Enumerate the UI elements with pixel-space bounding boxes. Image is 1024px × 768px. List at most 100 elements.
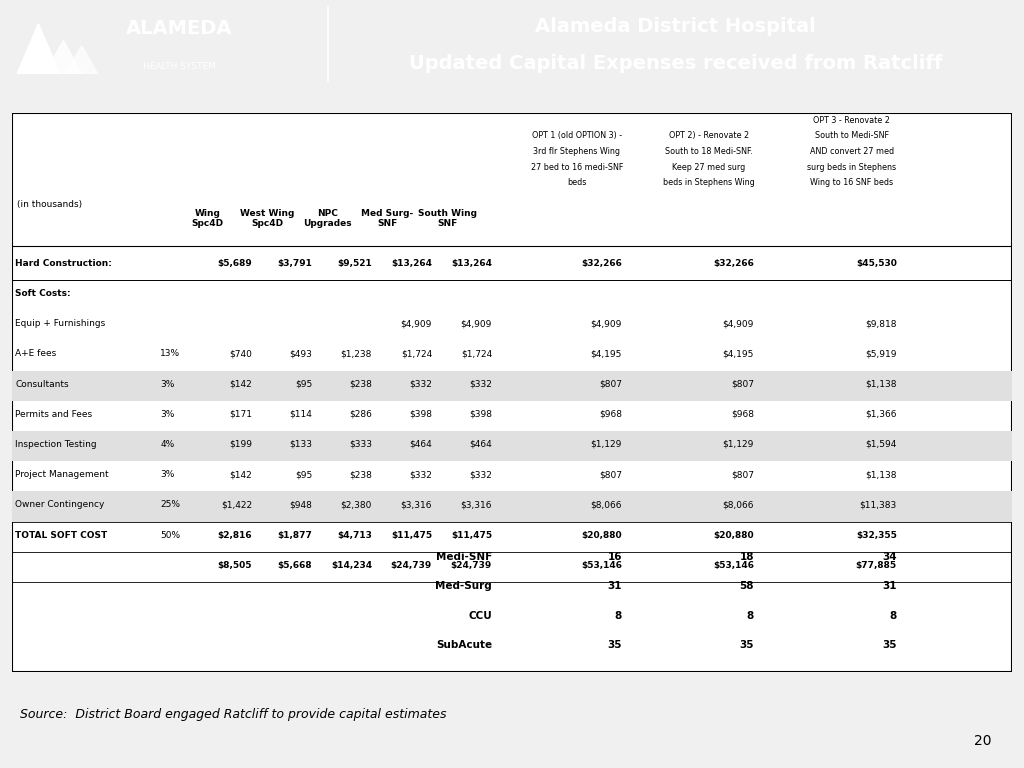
Text: $238: $238 — [349, 470, 372, 479]
Text: $95: $95 — [295, 379, 312, 389]
Text: $332: $332 — [410, 379, 432, 389]
Text: 3%: 3% — [160, 379, 174, 389]
Text: (in thousands): (in thousands) — [17, 200, 82, 209]
Text: $11,383: $11,383 — [859, 500, 897, 509]
Text: Hard Construction:: Hard Construction: — [15, 259, 113, 268]
Text: 27 bed to 16 medi-SNF: 27 bed to 16 medi-SNF — [530, 163, 624, 172]
Text: South to Medi-SNF: South to Medi-SNF — [815, 131, 889, 141]
Text: $4,909: $4,909 — [461, 319, 492, 328]
Text: $2,816: $2,816 — [217, 531, 252, 539]
Text: $948: $948 — [289, 500, 312, 509]
Text: AND convert 27 med: AND convert 27 med — [810, 147, 894, 156]
Text: $807: $807 — [731, 470, 754, 479]
Text: $1,129: $1,129 — [723, 440, 754, 449]
Text: 58: 58 — [739, 581, 754, 591]
Text: $238: $238 — [349, 379, 372, 389]
Text: $493: $493 — [289, 349, 312, 359]
Text: 8: 8 — [890, 611, 897, 621]
Text: Updated Capital Expenses received from Ratcliff: Updated Capital Expenses received from R… — [410, 54, 942, 73]
Text: $332: $332 — [410, 470, 432, 479]
Text: 3%: 3% — [160, 470, 174, 479]
Text: $3,316: $3,316 — [400, 500, 432, 509]
Text: $398: $398 — [409, 410, 432, 419]
Text: $1,877: $1,877 — [278, 531, 312, 539]
Text: 31: 31 — [883, 581, 897, 591]
Text: Inspection Testing: Inspection Testing — [15, 440, 97, 449]
Text: $142: $142 — [229, 470, 252, 479]
Text: $13,264: $13,264 — [451, 259, 492, 268]
Text: $53,146: $53,146 — [581, 561, 622, 570]
Text: $142: $142 — [229, 379, 252, 389]
Text: Alameda District Hospital: Alameda District Hospital — [536, 17, 816, 36]
Text: Medi-SNF: Medi-SNF — [436, 552, 492, 562]
Text: $1,138: $1,138 — [865, 379, 897, 389]
Text: OPT 2) - Renovate 2: OPT 2) - Renovate 2 — [669, 131, 749, 141]
Text: $20,880: $20,880 — [714, 531, 754, 539]
Text: $5,919: $5,919 — [865, 349, 897, 359]
Text: $1,724: $1,724 — [400, 349, 432, 359]
Polygon shape — [66, 45, 97, 74]
Text: 4%: 4% — [160, 440, 174, 449]
Text: SubAcute: SubAcute — [436, 640, 492, 650]
Text: 50%: 50% — [160, 531, 180, 539]
Text: $398: $398 — [469, 410, 492, 419]
Text: 35: 35 — [739, 640, 754, 650]
Text: $77,885: $77,885 — [856, 561, 897, 570]
Text: Equip + Furnishings: Equip + Furnishings — [15, 319, 105, 328]
Text: $4,195: $4,195 — [723, 349, 754, 359]
Text: $9,521: $9,521 — [337, 259, 372, 268]
Text: $807: $807 — [599, 470, 622, 479]
Text: Source:  District Board engaged Ratcliff to provide capital estimates: Source: District Board engaged Ratcliff … — [20, 708, 447, 720]
Text: $332: $332 — [469, 379, 492, 389]
Text: $4,195: $4,195 — [591, 349, 622, 359]
Text: $14,234: $14,234 — [331, 561, 372, 570]
Text: Project Management: Project Management — [15, 470, 109, 479]
Text: OPT 1 (old OPTION 3) -: OPT 1 (old OPTION 3) - — [531, 131, 622, 141]
Text: $45,530: $45,530 — [856, 259, 897, 268]
Text: $1,366: $1,366 — [865, 410, 897, 419]
Text: 13%: 13% — [160, 349, 180, 359]
Bar — [12, 371, 1012, 401]
Text: $8,066: $8,066 — [722, 500, 754, 509]
Text: $199: $199 — [229, 440, 252, 449]
Text: Wing to 16 SNF beds: Wing to 16 SNF beds — [810, 178, 893, 187]
Text: 31: 31 — [607, 581, 622, 591]
Text: South to 18 Medi-SNF.: South to 18 Medi-SNF. — [665, 147, 753, 156]
Text: 8: 8 — [614, 611, 622, 621]
Text: 25%: 25% — [160, 500, 180, 509]
Text: Consultants: Consultants — [15, 379, 69, 389]
Text: $53,146: $53,146 — [713, 561, 754, 570]
Text: $32,266: $32,266 — [713, 259, 754, 268]
Text: $24,739: $24,739 — [451, 561, 492, 570]
Polygon shape — [17, 24, 59, 74]
Bar — [12, 492, 1012, 521]
Text: $32,266: $32,266 — [581, 259, 622, 268]
Text: $24,739: $24,739 — [391, 561, 432, 570]
Text: Owner Contingency: Owner Contingency — [15, 500, 104, 509]
Text: 18: 18 — [739, 552, 754, 562]
Text: $1,724: $1,724 — [461, 349, 492, 359]
Text: Med-Surg: Med-Surg — [435, 581, 492, 591]
Text: 8: 8 — [746, 611, 754, 621]
Text: CCU: CCU — [468, 611, 492, 621]
Text: Med Surg-
SNF: Med Surg- SNF — [360, 209, 414, 228]
Text: 3rd flr Stephens Wing: 3rd flr Stephens Wing — [534, 147, 621, 156]
Text: $1,238: $1,238 — [341, 349, 372, 359]
Text: OPT 3 - Renovate 2: OPT 3 - Renovate 2 — [813, 116, 890, 124]
Text: $11,475: $11,475 — [391, 531, 432, 539]
Text: 35: 35 — [883, 640, 897, 650]
Text: $4,909: $4,909 — [591, 319, 622, 328]
Text: $1,422: $1,422 — [221, 500, 252, 509]
Text: $3,791: $3,791 — [278, 259, 312, 268]
Text: $1,129: $1,129 — [591, 440, 622, 449]
Text: $807: $807 — [731, 379, 754, 389]
Text: $332: $332 — [469, 470, 492, 479]
Text: A+E fees: A+E fees — [15, 349, 56, 359]
Text: ALAMEDA: ALAMEDA — [126, 18, 232, 38]
Text: $9,818: $9,818 — [865, 319, 897, 328]
Text: $968: $968 — [599, 410, 622, 419]
Text: beds: beds — [567, 178, 587, 187]
Text: $4,713: $4,713 — [337, 531, 372, 539]
Text: $11,475: $11,475 — [451, 531, 492, 539]
Text: Soft Costs:: Soft Costs: — [15, 289, 71, 298]
